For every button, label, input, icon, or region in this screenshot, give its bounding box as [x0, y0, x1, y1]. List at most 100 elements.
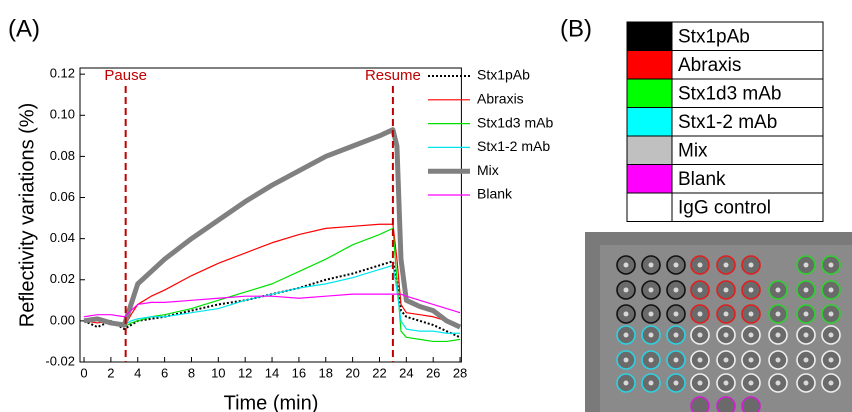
- legend-label: Stx1-2 mAb: [477, 138, 550, 154]
- table-cell: [671, 78, 824, 108]
- spot-core: [697, 380, 703, 386]
- series-line: [83, 223, 461, 328]
- x-tick-label: 2: [107, 365, 114, 380]
- table-cell: [671, 21, 824, 51]
- x-tick-label: 8: [188, 365, 195, 380]
- spot-core: [748, 287, 754, 293]
- series-line: [83, 293, 461, 318]
- spot-core: [723, 311, 729, 317]
- x-tick-label: 4: [134, 365, 141, 380]
- table-label: Mix: [678, 140, 708, 161]
- x-axis-label: Time (min): [224, 392, 319, 412]
- table-label: Stx1d3 mAb: [678, 83, 782, 104]
- color-swatch: [626, 107, 673, 137]
- spot-core: [697, 332, 703, 338]
- spot-core: [673, 332, 679, 338]
- table-label: Abraxis: [678, 55, 741, 76]
- spot-core: [748, 380, 754, 386]
- spot-core: [623, 311, 629, 317]
- legend-label: Stx1d3 mAb: [477, 114, 553, 130]
- plot-frame: [79, 67, 462, 363]
- table-label: Stx1pAb: [678, 26, 750, 47]
- y-tick-label: 0.00: [50, 312, 75, 327]
- spot-core: [803, 262, 809, 268]
- table-cell: [671, 192, 824, 222]
- spot-core: [673, 311, 679, 317]
- spot-core: [648, 357, 654, 363]
- spot-core: [623, 287, 629, 293]
- spot-core: [828, 357, 834, 363]
- y-tick-label: 0.10: [50, 107, 75, 122]
- series-line: [83, 127, 462, 330]
- spot-core: [748, 311, 754, 317]
- x-tick-label: 28: [453, 365, 467, 380]
- spot-core: [697, 357, 703, 363]
- spot-core: [723, 332, 729, 338]
- spot-core: [775, 311, 781, 317]
- spot: [741, 396, 761, 412]
- legend-label: Blank: [477, 186, 513, 202]
- x-tick-label: 24: [399, 365, 413, 380]
- legend-label: Stx1pAb: [477, 67, 530, 83]
- spot-core: [803, 311, 809, 317]
- spot-core: [775, 332, 781, 338]
- y-tick-label: 0.04: [50, 230, 75, 245]
- series-line: [84, 227, 461, 343]
- x-tick-label: 14: [265, 365, 279, 380]
- spot-core: [648, 262, 654, 268]
- spot-core: [623, 332, 629, 338]
- spot-core: [623, 357, 629, 363]
- spot-core: [775, 287, 781, 293]
- spot-core: [748, 332, 754, 338]
- table-cell: [671, 107, 824, 137]
- spot-core: [828, 262, 834, 268]
- y-tick-label: 0.08: [50, 148, 75, 163]
- spot-core: [803, 332, 809, 338]
- color-swatch: [626, 135, 673, 165]
- y-tick-label: 0.12: [50, 66, 75, 81]
- color-swatch: [626, 164, 673, 194]
- series-line: [84, 264, 461, 334]
- x-tick-label: 16: [292, 365, 306, 380]
- annotation-label: Resume: [365, 67, 421, 84]
- spot-core: [648, 380, 654, 386]
- table-label: Blank: [678, 169, 726, 190]
- spot-core: [623, 262, 629, 268]
- spot-core: [648, 311, 654, 317]
- spot-core: [803, 357, 809, 363]
- spot-core: [748, 262, 754, 268]
- y-tick-label: 0.02: [50, 271, 75, 286]
- spot-core: [673, 287, 679, 293]
- color-swatch: [626, 192, 673, 222]
- microarray-photo: [585, 232, 852, 412]
- table-cell: [671, 135, 824, 165]
- table-label: IgG control: [678, 197, 771, 218]
- spot-core: [775, 380, 781, 386]
- spot-core: [803, 287, 809, 293]
- spot-core: [723, 287, 729, 293]
- spot-core: [697, 262, 703, 268]
- y-axis-label: Reflectivity variations (%): [16, 103, 38, 328]
- spot-core: [828, 332, 834, 338]
- y-tick-label: 0.06: [50, 189, 75, 204]
- x-tick-label: 22: [372, 365, 386, 380]
- x-tick-label: 18: [319, 365, 333, 380]
- spot-core: [828, 311, 834, 317]
- x-tick-label: 20: [345, 365, 359, 380]
- spot-core: [828, 287, 834, 293]
- spot-core: [623, 380, 629, 386]
- spot-core: [828, 380, 834, 386]
- spot-core: [723, 380, 729, 386]
- spot-core: [673, 262, 679, 268]
- table-cell: [671, 50, 824, 80]
- spot-core: [803, 380, 809, 386]
- spot-core: [673, 380, 679, 386]
- panel-label: (A): [8, 15, 40, 42]
- spot-core: [648, 287, 654, 293]
- spot-core: [697, 287, 703, 293]
- spot: [716, 396, 736, 412]
- table-label: Stx1-2 mAb: [678, 112, 777, 133]
- spot-core: [775, 357, 781, 363]
- y-tick-label: -0.02: [45, 353, 75, 368]
- panel-label: (B): [560, 15, 592, 42]
